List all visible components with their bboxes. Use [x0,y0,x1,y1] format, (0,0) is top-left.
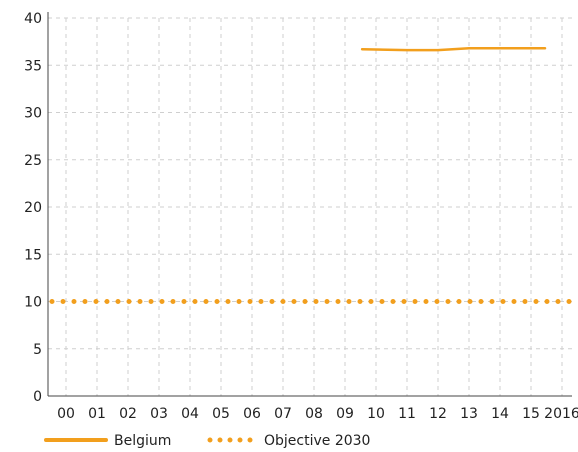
y-tick-label: 20 [24,200,42,216]
x-tick-label: 12 [429,406,447,422]
x-tick-label: 2016 [544,406,578,422]
y-tick-label: 0 [33,389,42,405]
y-tick-label: 10 [24,295,42,311]
x-tick-label: 01 [88,406,106,422]
series [49,46,573,304]
x-tick-label: 04 [181,406,199,422]
legend-item-belgium: Belgium [44,433,171,449]
x-tick-label: 05 [212,406,230,422]
legend: Belgium Objective 2030 [44,433,370,449]
series-line-belgium [360,46,547,52]
x-tick-label: 00 [57,406,75,422]
x-tick-label: 15 [522,406,540,422]
x-tick-label: 02 [119,406,137,422]
y-tick-label: 15 [24,247,42,263]
x-tick-label: 08 [305,406,323,422]
x-tick-label: 14 [491,406,509,422]
x-tick-label: 06 [243,406,261,422]
legend-item-objective-2030: Objective 2030 [207,433,370,449]
axes [47,12,572,397]
x-tick-label: 11 [398,406,416,422]
y-tick-label: 30 [24,106,42,122]
x-tick-label: 07 [274,406,292,422]
x-tick-label: 10 [367,406,385,422]
grid-lines [48,17,572,396]
x-tick-labels: 00 01 02 03 04 05 06 07 08 09 10 11 12 13 14 15 2016 [57,406,578,422]
y-tick-label: 5 [33,342,42,358]
y-tick-label: 35 [24,58,42,74]
y-tick-label: 25 [24,153,42,169]
x-tick-label: 03 [150,406,168,422]
x-tick-label: 09 [336,406,354,422]
x-tick-label: 13 [460,406,478,422]
legend-label-belgium: Belgium [114,433,171,449]
legend-label-objective-2030: Objective 2030 [264,433,370,449]
y-tick-label: 40 [24,11,42,27]
y-tick-labels: 0 5 10 15 20 25 30 35 40 [24,11,42,405]
